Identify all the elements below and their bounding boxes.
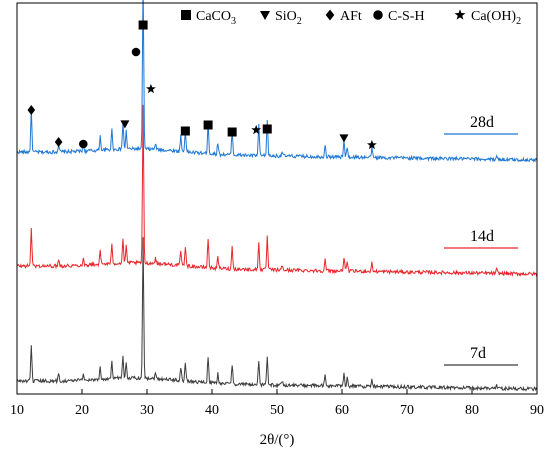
- phase-legend: CaCO3 SiO2 AFt C-S-H Ca(OH)2: [181, 9, 521, 27]
- phase-marker-star: [366, 139, 377, 150]
- phase-marker-square: [180, 126, 190, 136]
- series-line-28d: [16, 0, 538, 163]
- x-tick-label: 80: [465, 403, 479, 418]
- phase-marker-square: [227, 127, 237, 137]
- x-tick-label: 20: [75, 403, 89, 418]
- series-label-28d: 28d: [470, 114, 494, 131]
- x-tick-label: 40: [205, 403, 219, 418]
- x-axis-label: 2θ/(°): [260, 432, 295, 448]
- legend-symbol-square: [181, 10, 191, 20]
- legend-label: Ca(OH)2: [471, 9, 521, 27]
- legend-label: SiO2: [275, 9, 302, 27]
- phase-marker-triangle-down: [339, 134, 349, 143]
- phase-marker-square: [262, 124, 272, 134]
- phase-marker-diamond: [27, 105, 36, 115]
- phase-marker-star: [145, 83, 156, 94]
- x-axis-ticks: 10 20 30 40 50 60 70 80 90: [10, 389, 544, 418]
- phase-marker-square: [138, 20, 148, 30]
- phase-marker-square: [203, 120, 213, 130]
- phase-marker-circle: [79, 139, 88, 149]
- series-label-14d: 14d: [470, 228, 494, 245]
- legend-symbol-diamond: [325, 9, 335, 21]
- x-tick-label: 10: [10, 403, 24, 418]
- phase-markers: [27, 20, 377, 150]
- legend-symbol-circle: [373, 10, 383, 20]
- x-tick-label: 60: [335, 403, 349, 418]
- legend-label: AFt: [340, 9, 362, 24]
- phase-marker-circle: [131, 47, 141, 57]
- legend-label: C-S-H: [388, 9, 425, 24]
- x-tick-label: 90: [530, 403, 544, 418]
- phase-marker-star: [251, 124, 262, 135]
- legend-label: CaCO3: [196, 9, 236, 27]
- phase-marker-triangle-down: [120, 120, 130, 129]
- legend-symbol-star: [454, 9, 466, 20]
- series-line-14d: [16, 104, 538, 278]
- series-line-7d: [16, 237, 538, 392]
- x-tick-label: 30: [140, 403, 154, 418]
- x-tick-label: 50: [270, 403, 284, 418]
- phase-marker-diamond: [54, 137, 63, 147]
- series-labels: 28d 14d 7d: [444, 114, 518, 366]
- series-curves: [16, 0, 538, 392]
- legend-symbol-triangle-down: [260, 11, 270, 20]
- x-tick-label: 70: [400, 403, 414, 418]
- plot-frame: [16, 2, 538, 395]
- series-label-7d: 7d: [470, 345, 486, 362]
